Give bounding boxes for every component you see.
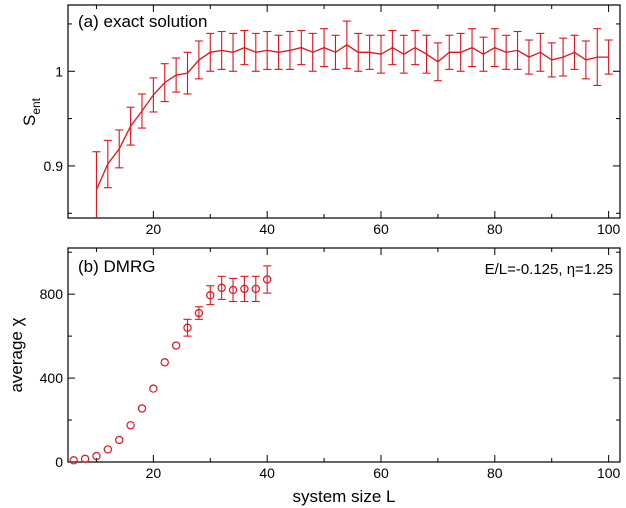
panel-b-ytick-label: 0 [55, 454, 63, 470]
panel-a-xtick-label: 40 [259, 221, 275, 237]
panel-b-data-point [80, 454, 90, 464]
panel-b-ticks: 20 40 60 80 100 0 400 800 [40, 248, 621, 481]
panel-b-title: (b) DMRG [78, 257, 155, 276]
panel-b-data-point [103, 445, 113, 454]
panel-b-data-point [69, 456, 78, 465]
panel-a-frame [67, 4, 621, 219]
panel-b-ytick-label: 400 [40, 370, 64, 386]
panel-a-ytick-label: 1 [55, 63, 63, 79]
panel-a-xtick-label: 100 [597, 221, 621, 237]
panel-b-xtick-label: 20 [146, 465, 162, 481]
panel-b-xlabel: system size L [293, 487, 396, 506]
panel-b-data-point [183, 323, 192, 332]
panel-b-xtick-label: 60 [373, 465, 389, 481]
panel-b-data-point [115, 435, 124, 445]
panel-b-data-point [240, 284, 249, 294]
panel-b-data-point [217, 283, 226, 293]
panel-b-data-point [206, 291, 215, 300]
panel-b-data-point [251, 284, 260, 294]
panel-b-data-point [92, 451, 101, 461]
panel-a-exact-solution: (a) exact solution Sent 20 40 60 80 100 0.9 1 [20, 4, 621, 237]
panel-b-plot [69, 265, 272, 465]
panel-b-annotation: E/L=-0.125, η=1.25 [485, 261, 613, 278]
panel-a-ytick-label: 0.9 [44, 158, 64, 174]
panel-a-ylabel-sub: ent [29, 97, 43, 114]
panel-a-xtick-label: 60 [373, 221, 389, 237]
panel-b-data-point [160, 358, 169, 367]
panel-b-data-point [149, 384, 158, 393]
panel-b-data-point [171, 341, 181, 350]
panel-a-ticks: 20 40 60 80 100 0.9 1 [44, 5, 621, 237]
panel-b-xtick-label: 100 [597, 465, 621, 481]
panel-b-data-point [137, 404, 147, 413]
panel-b-dmrg: (b) DMRG E/L=-0.125, η=1.25 average χ sy… [7, 247, 621, 506]
panel-b-ytick-label: 800 [40, 286, 64, 302]
panel-b-ylabel: average χ [7, 317, 26, 392]
panel-b-frame [67, 247, 621, 463]
panel-a-ylabel: Sent [20, 97, 43, 126]
panel-b-data-point [228, 285, 238, 295]
panel-a-series-line [95, 44, 609, 190]
panel-a-xtick-label: 20 [146, 221, 162, 237]
panel-b-data-point [126, 421, 135, 430]
panel-a-ylabel-main: S [20, 115, 39, 126]
panel-a-plot [92, 20, 613, 218]
panel-b-xtick-label: 80 [487, 465, 503, 481]
panel-a-xtick-label: 80 [487, 221, 503, 237]
panel-b-data-point [262, 275, 272, 284]
panel-a-title: (a) exact solution [78, 12, 207, 31]
panel-b-data-point [194, 308, 204, 318]
panel-b-xtick-label: 40 [259, 465, 275, 481]
